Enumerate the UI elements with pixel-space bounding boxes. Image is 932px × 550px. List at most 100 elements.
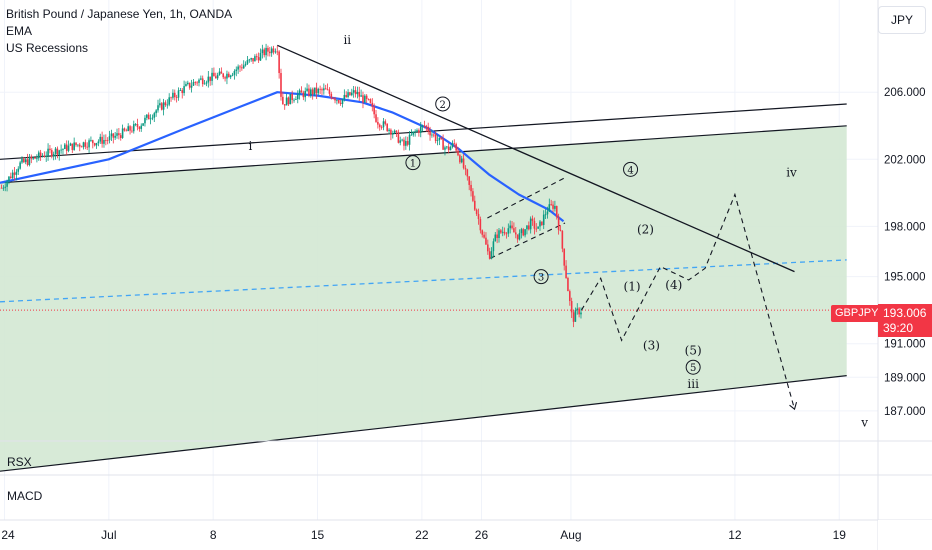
candle-body	[252, 58, 254, 62]
projection-dashed-line	[0, 259, 847, 303]
rsx-pane-label[interactable]: RSX	[7, 455, 32, 469]
candle-body	[64, 144, 66, 149]
candle-body	[535, 228, 538, 230]
candle-body	[455, 144, 457, 151]
candle-body	[231, 74, 234, 76]
candle-body	[412, 131, 415, 135]
candle-body	[283, 104, 286, 106]
candle-body	[67, 145, 70, 151]
candle-body	[321, 89, 323, 91]
candle-body	[80, 146, 83, 148]
candle-body	[339, 102, 342, 104]
candle-body	[162, 102, 165, 110]
candle-body	[159, 103, 161, 106]
candle-body	[414, 131, 416, 133]
candle-body	[228, 73, 230, 78]
candle-body	[542, 214, 545, 225]
candle-body	[129, 126, 131, 131]
candle-body	[82, 142, 85, 148]
candle-body	[511, 225, 513, 229]
candle-body	[447, 146, 450, 151]
candle-body	[459, 155, 461, 163]
candle-body	[451, 143, 454, 148]
candle-body	[248, 59, 251, 61]
x-tick-label: Jul	[101, 528, 116, 542]
candle-body	[190, 85, 193, 88]
candle-body	[220, 71, 223, 74]
candle-body	[460, 158, 463, 163]
candle-body	[207, 76, 210, 83]
symbol-title[interactable]: British Pound / Japanese Yen, 1h, OANDA	[6, 7, 233, 21]
candle-body	[242, 65, 245, 69]
candle-body	[106, 140, 109, 141]
candle-body	[457, 150, 459, 156]
candle-body	[494, 234, 497, 242]
candle-body	[151, 117, 154, 119]
candle-body	[26, 159, 29, 165]
wave-label-circle	[623, 161, 639, 177]
candle-body	[160, 103, 163, 110]
channel-fill	[0, 125, 847, 472]
candle-body	[45, 155, 48, 157]
y-tick-label: 187.000	[884, 406, 926, 418]
candle-body	[386, 123, 388, 131]
channel	[0, 103, 847, 472]
recessions-indicator-label[interactable]: US Recessions	[6, 41, 89, 55]
candle-body	[541, 221, 543, 225]
x-tick-label: 26	[475, 528, 489, 542]
candle-body	[395, 130, 398, 133]
wedge-line	[490, 222, 566, 259]
candle-body	[15, 171, 18, 175]
candle-body	[382, 121, 385, 128]
candle-body	[86, 146, 89, 148]
candle-body	[432, 134, 435, 136]
candle-body	[438, 137, 441, 141]
candle-body	[73, 142, 75, 150]
candle-body	[362, 95, 364, 103]
wave-label: 3	[538, 273, 544, 284]
candle-body	[518, 233, 521, 240]
candle-body	[194, 82, 197, 83]
wave-label: (4)	[665, 278, 682, 292]
candle-body	[274, 51, 277, 53]
candle-body	[30, 156, 33, 159]
candle-body	[352, 90, 355, 93]
candle-body	[578, 308, 580, 315]
candle-body	[185, 84, 187, 87]
candle-body	[462, 158, 465, 168]
x-tick-label: 24	[1, 528, 15, 542]
candle-body	[401, 139, 403, 141]
candle-body	[304, 90, 307, 98]
candle-body	[356, 91, 359, 95]
candle-body	[90, 140, 92, 141]
candle-body	[529, 218, 532, 230]
candle-body	[285, 97, 288, 106]
candle-body	[559, 229, 562, 232]
candle-body	[526, 225, 528, 230]
currency-button[interactable]: JPY	[878, 6, 926, 34]
candle-body	[397, 132, 400, 143]
candle-body	[555, 206, 558, 218]
candle-body	[201, 78, 204, 85]
candle-body	[546, 211, 549, 215]
candle-body	[229, 75, 232, 78]
candle-body	[47, 148, 49, 156]
candle-body	[149, 118, 152, 120]
wave-label: 4	[627, 165, 633, 176]
candle-body	[557, 217, 560, 230]
candle-body	[168, 97, 170, 105]
drawing-lines	[0, 44, 878, 411]
ema-indicator-label[interactable]: EMA	[6, 24, 33, 38]
candle-body	[468, 176, 470, 185]
candle-body	[65, 144, 68, 151]
y-tick-label: 202.000	[884, 154, 926, 166]
candle-body	[349, 92, 351, 96]
candle-body	[103, 140, 105, 144]
candle-body	[41, 155, 44, 157]
bar-countdown: 39:20	[883, 321, 914, 335]
candle-body	[205, 82, 208, 84]
candle-body	[332, 98, 334, 99]
candle-body	[429, 131, 431, 136]
macd-pane-label[interactable]: MACD	[7, 489, 43, 503]
